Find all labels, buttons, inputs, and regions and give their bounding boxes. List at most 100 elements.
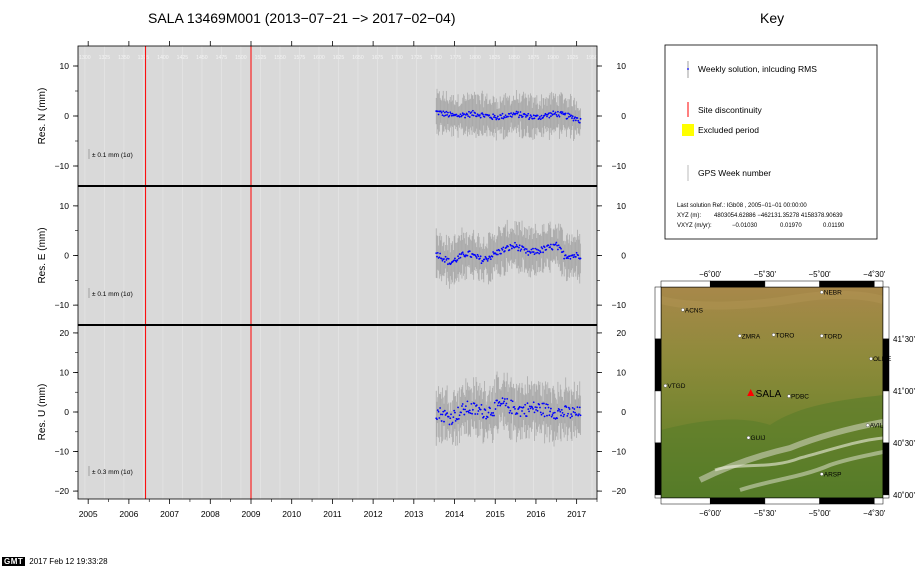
data-point (570, 114, 573, 117)
data-point (576, 117, 579, 119)
data-point (525, 251, 527, 254)
data-point (501, 248, 504, 251)
gps-week-label: 1750 (430, 55, 442, 61)
data-point (445, 259, 448, 261)
data-point (535, 248, 538, 251)
map-lat-label: 40˚30' (893, 439, 915, 448)
highlight-station-label: SALA (756, 389, 782, 400)
data-point (468, 116, 471, 118)
data-point (514, 245, 517, 248)
highlight-station-marker (747, 389, 755, 397)
data-point (464, 255, 466, 258)
data-point (557, 244, 560, 247)
data-point (507, 115, 509, 118)
map-frame-segment (882, 338, 890, 392)
gps-week-label: 1950 (586, 55, 598, 61)
data-point (442, 110, 445, 113)
data-point (448, 114, 451, 117)
data-point (550, 112, 553, 115)
data-point (528, 116, 531, 119)
data-point (569, 257, 572, 260)
gps-week-label: 1675 (372, 55, 384, 61)
data-point (447, 257, 450, 260)
map-lat-label: 40˚00' (893, 491, 915, 500)
gps-week-label: 1450 (196, 55, 208, 61)
data-point (453, 409, 456, 412)
data-point (546, 403, 549, 406)
data-point (562, 250, 565, 253)
data-point (486, 259, 489, 262)
series-points (435, 219, 582, 289)
data-point (574, 256, 577, 258)
x-tick-label: 2005 (79, 509, 98, 519)
data-point (439, 110, 442, 113)
data-point (552, 412, 555, 414)
station-label: TORD (824, 333, 843, 340)
data-point (516, 112, 519, 115)
data-point (525, 116, 527, 118)
data-point (450, 423, 453, 425)
data-point (481, 112, 484, 115)
station-marker (663, 383, 668, 388)
data-point (439, 413, 442, 416)
data-point (561, 111, 564, 114)
data-point (571, 115, 574, 118)
data-point (567, 112, 569, 115)
x-tick-label: 2017 (567, 509, 586, 519)
data-point (502, 402, 505, 405)
map-frame-segment (874, 280, 884, 288)
data-point (454, 411, 456, 414)
data-point (575, 413, 578, 416)
x-tick-label: 2011 (323, 509, 342, 519)
data-point (565, 406, 568, 409)
data-point (560, 414, 562, 417)
y-tick-label-right: 0 (621, 111, 626, 121)
data-point (462, 253, 465, 256)
map-lat-label: 41˚00' (893, 387, 915, 396)
solution-reference: Last solution Ref.: IGb08 , 2005−01−01 0… (677, 203, 807, 209)
data-point (444, 255, 447, 258)
x-tick-label: 2009 (242, 509, 261, 519)
series-points (435, 88, 582, 141)
gps-week-label: 1375 (138, 55, 150, 61)
data-point (491, 255, 494, 258)
data-point (539, 411, 542, 414)
data-point (561, 411, 564, 414)
map-axis-labels: −6˚00' −6˚00' −5˚30' −5˚30' −5˚00' −5˚00' −4˚3… (699, 270, 915, 518)
data-point (501, 112, 504, 115)
data-point (446, 257, 449, 260)
data-point (437, 113, 440, 116)
data-point (440, 420, 443, 422)
data-point (539, 250, 541, 252)
data-point (482, 260, 484, 263)
data-point (555, 241, 558, 244)
data-point (571, 254, 574, 257)
data-point (448, 423, 451, 426)
data-point (516, 412, 519, 415)
y-tick-label: −10 (55, 161, 70, 171)
data-point (549, 246, 552, 249)
data-point (500, 402, 503, 405)
data-point (514, 241, 516, 244)
data-point (507, 245, 509, 248)
gps-week-label: 1575 (294, 55, 306, 61)
data-point (461, 112, 464, 115)
data-point (506, 397, 509, 400)
x-tick-label: 2012 (364, 509, 383, 519)
y-axis-label: Res. U (mm) (37, 384, 48, 441)
data-point (498, 118, 501, 120)
data-point (509, 409, 512, 412)
data-point (556, 417, 559, 420)
data-point (461, 251, 464, 254)
data-point (435, 252, 438, 255)
gmt-logo: GMT (2, 557, 26, 566)
data-point (515, 244, 518, 246)
data-point (477, 255, 480, 258)
map-lon-label-top: −5˚30' (754, 270, 777, 279)
data-point (517, 111, 520, 114)
data-point (495, 253, 498, 256)
data-point (546, 414, 548, 417)
gps-week-label: 1825 (489, 55, 501, 61)
map-frame-segment (882, 286, 890, 340)
data-point (471, 109, 474, 112)
